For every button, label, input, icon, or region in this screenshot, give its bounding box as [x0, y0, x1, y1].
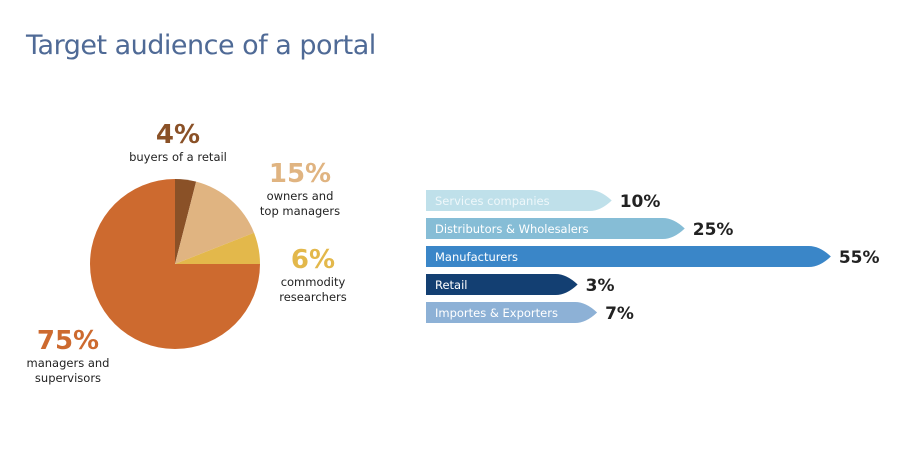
pie-value-label: 4% [156, 120, 200, 150]
pie-slice-3 [90, 179, 260, 349]
bar-3 [426, 274, 578, 295]
bar-category-label: Retail [435, 278, 468, 292]
pie-value-label: 75% [37, 326, 99, 356]
bar-1 [426, 218, 685, 239]
bar-value-label: 25% [693, 220, 734, 240]
pie-slice-0 [175, 179, 197, 264]
bar-value-label: 55% [839, 248, 880, 268]
pie-slice-1 [175, 181, 255, 264]
bar-0 [426, 190, 612, 211]
bar-value-label: 3% [586, 276, 615, 296]
pie-value-label: 15% [269, 159, 331, 189]
chart-title: Target audience of a portal [26, 30, 376, 61]
bar-category-label: Services companies [435, 194, 550, 208]
pie-category-label: commodity researchers [279, 275, 347, 304]
pie-category-label: owners and top managers [260, 189, 340, 218]
bar-2 [426, 246, 831, 267]
bar-category-label: Importes & Exporters [435, 306, 558, 320]
pie-value-label: 6% [291, 245, 335, 275]
pie-slice-2 [175, 232, 260, 264]
bar-category-label: Distributors & Wholesalers [435, 222, 589, 236]
bar-value-label: 7% [605, 304, 634, 324]
pie-category-label: managers and supervisors [27, 356, 110, 385]
bar-value-label: 10% [620, 192, 661, 212]
pie-category-label: buyers of a retail [129, 150, 227, 164]
bar-4 [426, 302, 598, 323]
bar-category-label: Manufacturers [435, 250, 518, 264]
